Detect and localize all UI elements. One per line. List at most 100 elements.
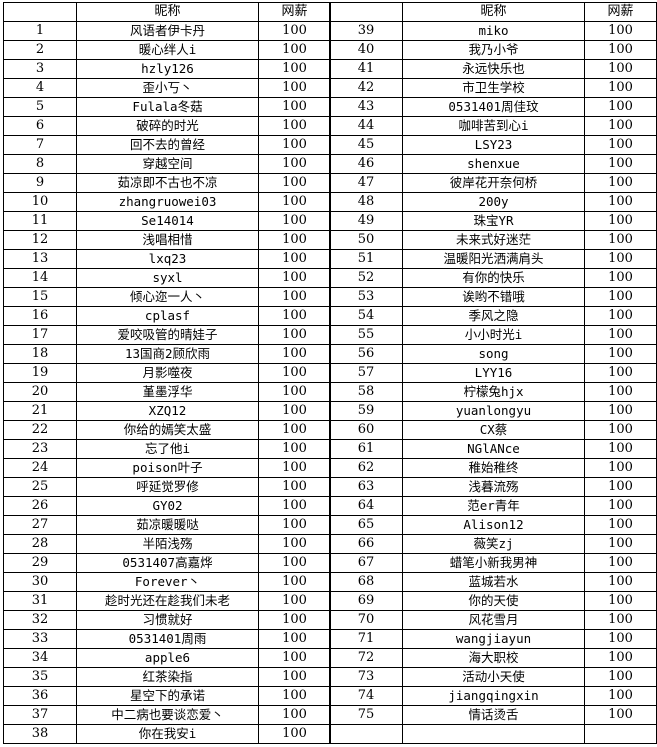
salary-cell: 100 [584,420,657,440]
table-row: 42 市卫生学校 100 [329,78,657,98]
salary-cell: 100 [584,572,657,592]
table-row: 14 syxl 100 [3,268,331,288]
nickname-cell: 永远快乐也 [402,59,585,79]
table-row: 45 LSY23 100 [329,135,657,155]
table-row: 16 cplasf 100 [3,306,331,326]
index-cell: 5 [3,97,77,117]
salary-cell: 100 [258,553,331,573]
header-nickname: 昵称 [402,2,585,22]
table-row: 34 apple6 100 [3,648,331,668]
nickname-cell: Alison12 [402,515,585,535]
index-cell: 57 [329,363,403,383]
table-row: 57 LYY16 100 [329,363,657,383]
table-row: 54 季风之隐 100 [329,306,657,326]
index-cell: 7 [3,135,77,155]
table-row: 10 zhangruowei03 100 [3,192,331,212]
index-cell: 60 [329,420,403,440]
nickname-cell: 13国商2顾欣雨 [76,344,259,364]
table-row: 8 穿越空间 100 [3,154,331,174]
table-row: 51 温暖阳光洒满肩头 100 [329,249,657,269]
index-cell: 34 [3,648,77,668]
index-cell: 58 [329,382,403,402]
salary-cell: 100 [258,686,331,706]
index-cell: 53 [329,287,403,307]
table-row: 63 浅暮流殇 100 [329,477,657,497]
nickname-salary-table-right: 昵称 网薪 39 miko 100 40 我乃小爷 100 41 永远快乐也 100 42 市卫生学… [329,2,657,744]
index-cell: 31 [3,591,77,611]
nickname-cell: 蓝城若水 [402,572,585,592]
table-row: 73 活动小天使 100 [329,667,657,687]
nickname-cell: cplasf [76,306,259,326]
nickname-cell: 倾心迩一人丶 [76,287,259,307]
table-row: 66 薇笑zj 100 [329,534,657,554]
index-cell: 4 [3,78,77,98]
table-row: 7 回不去的曾经 100 [3,135,331,155]
salary-cell: 100 [584,344,657,364]
index-cell: 74 [329,686,403,706]
salary-cell: 100 [584,382,657,402]
index-cell: 9 [3,173,77,193]
index-cell: 75 [329,705,403,725]
index-cell: 30 [3,572,77,592]
table-row: 1 风语者伊卡丹 100 [3,21,331,41]
salary-cell: 100 [584,211,657,231]
table-row: 17 爱咬吸管的晴娃子 100 [3,325,331,345]
salary-cell: 100 [258,325,331,345]
index-cell [329,724,403,744]
nickname-cell: 温暖阳光洒满肩头 [402,249,585,269]
index-cell: 46 [329,154,403,174]
table-row: 72 海大职校 100 [329,648,657,668]
table-row: 69 你的天使 100 [329,591,657,611]
index-cell: 67 [329,553,403,573]
salary-cell: 100 [258,97,331,117]
index-cell: 19 [3,363,77,383]
table-row: 27 茹凉暖暖哒 100 [3,515,331,535]
nickname-cell: 忘了他i [76,439,259,459]
index-cell: 72 [329,648,403,668]
index-cell: 29 [3,553,77,573]
salary-cell: 100 [584,306,657,326]
nickname-cell: 范er青年 [402,496,585,516]
salary-cell: 100 [258,610,331,630]
index-cell: 64 [329,496,403,516]
index-cell: 13 [3,249,77,269]
table-row: 49 珠宝YR 100 [329,211,657,231]
table-row: 44 咖啡苦到心i 100 [329,116,657,136]
index-cell: 38 [3,724,77,744]
salary-cell: 100 [584,116,657,136]
header-salary: 网薪 [584,2,657,22]
table-row: 60 CX蔡 100 [329,420,657,440]
salary-cell: 100 [584,686,657,706]
nickname-cell: 回不去的曾经 [76,135,259,155]
salary-cell: 100 [258,78,331,98]
table-row: 74 jiangqingxin 100 [329,686,657,706]
nickname-cell: miko [402,21,585,41]
salary-cell: 100 [584,458,657,478]
salary-cell: 100 [258,268,331,288]
index-cell: 2 [3,40,77,60]
table-row: 43 0531401周佳玟 100 [329,97,657,117]
index-cell: 51 [329,249,403,269]
table-row: 12 浅唱相惜 100 [3,230,331,250]
salary-cell: 100 [584,363,657,383]
salary-cell: 100 [258,515,331,535]
index-cell: 48 [329,192,403,212]
nickname-cell: wangjiayun [402,629,585,649]
nickname-cell: hzly126 [76,59,259,79]
table-row: 26 GY02 100 [3,496,331,516]
index-cell: 23 [3,439,77,459]
nickname-cell: 你在我安i [76,724,259,744]
index-cell: 35 [3,667,77,687]
index-cell: 26 [3,496,77,516]
index-cell: 28 [3,534,77,554]
table-row: 59 yuanlongyu 100 [329,401,657,421]
nickname-cell: 200y [402,192,585,212]
nickname-cell: 呼延觉罗修 [76,477,259,497]
salary-cell: 100 [258,59,331,79]
table-row: 65 Alison12 100 [329,515,657,535]
nickname-cell: 堇墨浮华 [76,382,259,402]
index-cell: 61 [329,439,403,459]
index-cell: 52 [329,268,403,288]
table-row: 22 你给的嫣笑太盛 100 [3,420,331,440]
table-row: 46 shenxue 100 [329,154,657,174]
